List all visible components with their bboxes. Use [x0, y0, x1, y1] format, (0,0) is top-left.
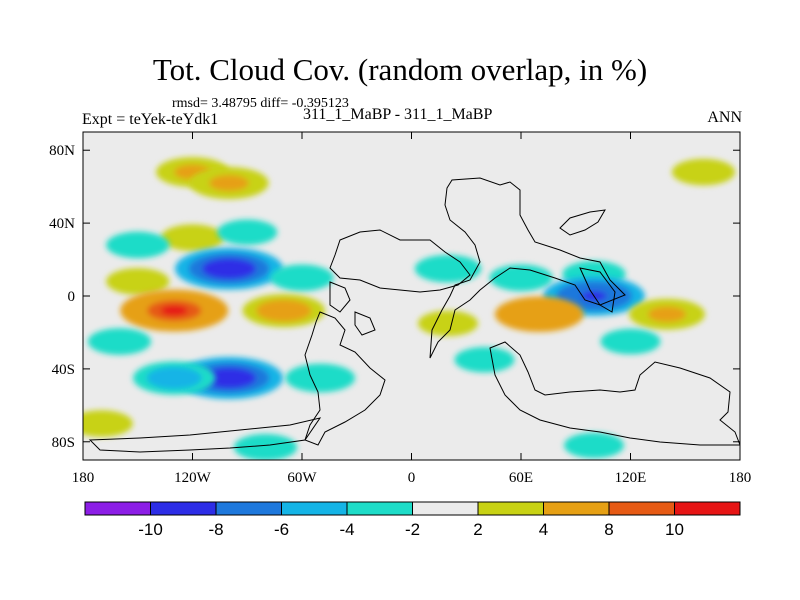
anomaly-26 [564, 432, 624, 459]
anomaly-band [524, 308, 555, 321]
x-tick-label: 60W [287, 470, 317, 486]
y-tick-label: 0 [68, 289, 76, 305]
y-tick-label: 80S [52, 435, 75, 451]
x-tick-label: 120W [174, 470, 212, 486]
y-tick-label: 80N [49, 143, 75, 159]
anomaly-band [209, 174, 249, 192]
anomaly-20 [133, 361, 216, 395]
anomaly-band [233, 433, 298, 460]
colorbar-label: -6 [274, 520, 289, 539]
colorbar-label: 8 [604, 520, 613, 539]
anomaly-band [671, 158, 736, 186]
anomaly-band [106, 231, 170, 259]
anomaly-7 [106, 268, 170, 295]
anomaly-1 [189, 166, 269, 200]
anomaly-16 [629, 298, 705, 330]
anomaly-band [87, 328, 152, 355]
colorbar-swatch [674, 501, 741, 516]
anomaly-15 [494, 296, 584, 332]
x-tick-label: 0 [408, 470, 416, 486]
anomaly-17 [418, 310, 478, 337]
anomaly-band [648, 306, 686, 322]
season-label: ANN [707, 109, 742, 126]
anomaly-24 [83, 410, 133, 437]
stats-label: rmsd= 3.48795 diff= -0.395123 [172, 96, 349, 111]
coastlines [88, 177, 740, 453]
colorbar-label: 2 [473, 520, 482, 539]
colorbar-label: 10 [665, 520, 684, 539]
run-label: 311_1_MaBP - 311_1_MaBP [303, 106, 493, 123]
colorbar-swatch [608, 501, 675, 516]
anomaly-band [454, 347, 515, 373]
anomaly-5 [217, 219, 278, 245]
anomaly-band [302, 370, 338, 386]
colorbar-swatch [346, 501, 413, 516]
anomaly-band [270, 305, 298, 317]
anomaly-3 [160, 224, 225, 251]
experiment-label: Expt = teYek-teYdk1 [82, 111, 219, 128]
anomaly-13 [120, 289, 229, 332]
anomaly-23 [600, 328, 661, 355]
anomaly-band [564, 432, 624, 459]
colorbar-label: -2 [405, 520, 420, 539]
anomaly-band [217, 219, 278, 245]
anomaly-band [215, 372, 243, 384]
colorbar-swatch [150, 501, 217, 516]
anomaly-4 [106, 231, 170, 259]
colorbar-swatch [84, 501, 151, 516]
anomaly-25 [233, 433, 298, 460]
anomaly-band [106, 268, 170, 295]
colorbar-swatch [543, 501, 610, 516]
chart-title: Tot. Cloud Cov. (random overlap, in %) [152, 52, 648, 87]
x-tick-label: 180 [729, 470, 752, 486]
anomaly-8 [270, 264, 334, 292]
x-tick-label: 180 [72, 470, 95, 486]
anomaly-band [418, 310, 478, 337]
anomaly-band [489, 264, 553, 292]
anomaly-band [160, 224, 225, 251]
anomaly-9 [414, 254, 482, 283]
anomaly-band [431, 261, 465, 276]
colorbar-label: -4 [339, 520, 354, 539]
anomaly-2 [671, 158, 736, 186]
anomaly-6 [175, 247, 283, 290]
colorbar-swatch [477, 501, 544, 516]
anomaly-14 [242, 293, 325, 328]
colorbar: -10 -8 -6 -4 -2 2 4 8 10 [84, 501, 741, 539]
anomaly-band [600, 328, 661, 355]
colorbar-swatch [412, 501, 479, 516]
anomaly-10 [489, 264, 553, 292]
anomaly-band [83, 410, 133, 437]
x-tick-label: 120E [615, 470, 647, 486]
y-tick-label: 40S [52, 362, 75, 378]
y-tick-label: 40N [49, 216, 75, 232]
anomaly-22 [454, 347, 515, 373]
anomaly-field [83, 157, 736, 460]
anomaly-21 [285, 363, 356, 393]
anomaly-band [270, 264, 334, 292]
anomaly-18 [87, 328, 152, 355]
colorbar-label: -10 [138, 520, 163, 539]
colorbar-label: -8 [208, 520, 223, 539]
anomaly-band [160, 305, 188, 316]
colorbar-swatch [215, 501, 282, 516]
colorbar-swatch [281, 501, 348, 516]
anomaly-band [215, 263, 243, 274]
anomaly-band [160, 372, 188, 384]
x-tick-label: 60E [509, 470, 533, 486]
axis-ticks: 180 120W 60W 0 60E 120E 180 80N 40N 0 40S 80S [49, 132, 751, 486]
colorbar-label: 4 [539, 520, 548, 539]
